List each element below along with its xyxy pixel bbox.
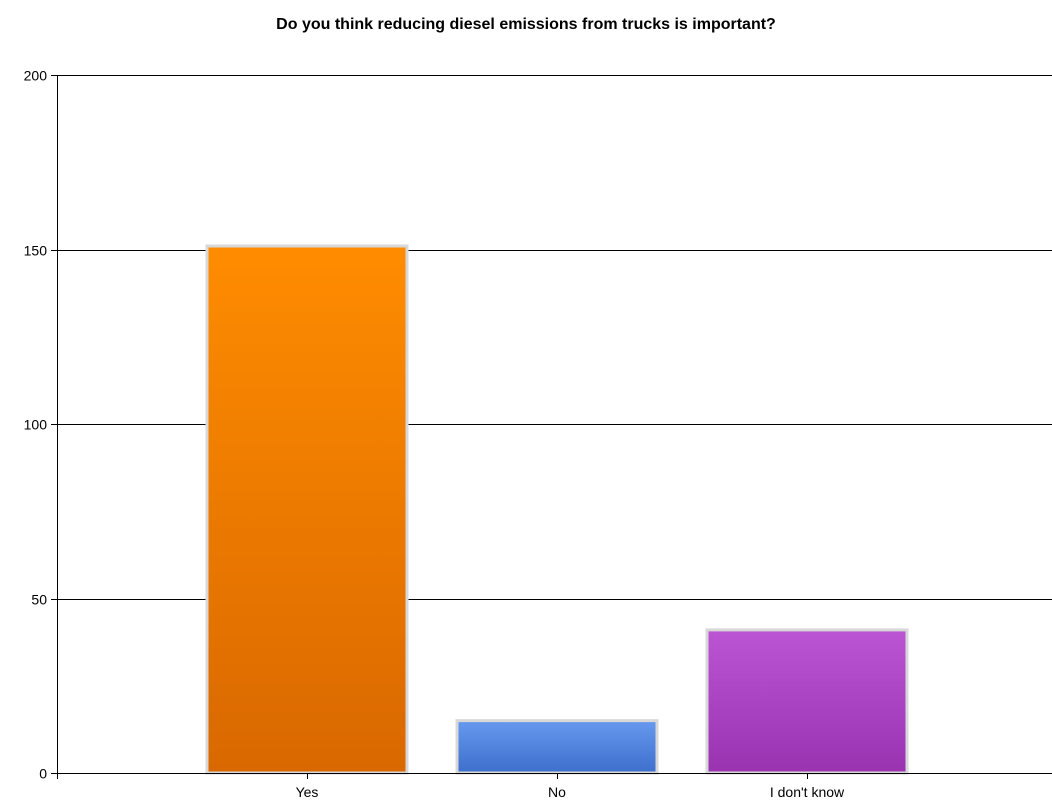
y-tick-label: 200 (24, 68, 48, 84)
bar-i-don-t-know (705, 628, 909, 775)
bar-no (455, 719, 659, 775)
bar-layer (205, 244, 909, 775)
bar-yes (205, 244, 409, 775)
y-tick-label: 0 (39, 766, 47, 782)
x-tick-label: I don't know (770, 784, 845, 800)
x-tick-label: No (548, 784, 566, 800)
y-tick-label: 100 (24, 417, 48, 433)
label-layer: 0 50 100 150 200 Yes No I don't know (24, 68, 845, 801)
y-tick-label: 50 (31, 592, 47, 608)
chart-title: Do you think reducing diesel emissions f… (276, 16, 776, 33)
axis-layer (51, 75, 1052, 779)
x-tick-label: Yes (296, 784, 319, 800)
y-tick-label: 150 (24, 243, 48, 259)
